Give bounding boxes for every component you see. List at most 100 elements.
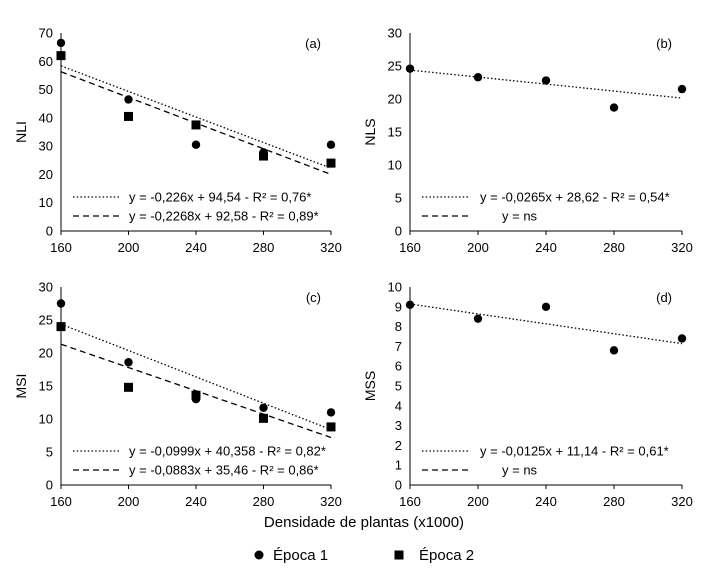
x-tick-label: 280: [603, 494, 625, 509]
data-point-circle: [677, 334, 687, 343]
x-tick-label: 200: [467, 494, 489, 509]
y-tick-label: 0: [46, 478, 53, 493]
y-axis-label: NLI: [13, 121, 29, 143]
y-tick-label: 25: [388, 59, 402, 74]
x-tick-label: 320: [671, 494, 693, 509]
panel-mss: 0 1 2 3 4 5 6 7 8 9 10 160 200 240 280 320 MSS (d) y = -0,…: [362, 280, 693, 510]
legend-marker-epoca-2: [394, 550, 404, 560]
x-tick-label: 240: [185, 240, 207, 255]
trendline-dotted: [409, 69, 683, 99]
y-axis-label: NLS: [362, 118, 378, 145]
data-point-circle: [473, 314, 483, 323]
y-tick-label: 20: [39, 346, 53, 361]
y-tick-label: 0: [46, 224, 53, 239]
regression-equation: y = ns: [502, 209, 538, 224]
y-tick-label: 60: [39, 54, 53, 69]
legend-label-epoca-2: Época 2: [419, 547, 474, 564]
x-axis-label: Densidade de plantas (x1000): [264, 514, 464, 531]
trendline-dotted: [409, 303, 683, 345]
panel-label: (a): [305, 36, 321, 51]
y-axis-label: MSI: [13, 374, 29, 399]
y-tick-label: 7: [395, 339, 402, 354]
data-point-square: [56, 51, 66, 61]
y-tick-label: 10: [388, 158, 402, 173]
data-point-circle: [473, 73, 483, 82]
regression-equation: y = -0,0265x + 28,62 - R² = 0,54*: [480, 190, 670, 205]
x-tick-label: 320: [320, 494, 342, 509]
legend-label-epoca-1: Época 1: [273, 547, 328, 564]
data-point-square: [259, 413, 268, 423]
data-point-square: [56, 322, 66, 332]
regression-equation: y = ns: [502, 463, 538, 478]
data-point-circle: [609, 346, 619, 355]
x-tick-label: 320: [671, 240, 693, 255]
data-point-circle: [541, 302, 551, 311]
y-tick-label: 70: [39, 26, 53, 41]
legend-marker-epoca-1: [254, 550, 264, 560]
x-tick-label: 280: [253, 240, 275, 255]
y-tick-label: 20: [388, 92, 402, 107]
x-tick-label: 320: [320, 240, 342, 255]
regression-equation: y = -0,226x + 94,54 - R² = 0,76*: [129, 190, 311, 205]
panel-label: (d): [656, 290, 672, 305]
panel-msi: 0 5 10 15 20 25 30 160 200 240 280 320 MSI (c) y = -0,…: [13, 280, 342, 510]
data-point-circle: [541, 76, 551, 85]
x-tick-label: 160: [50, 240, 72, 255]
x-tick-label: 240: [535, 240, 557, 255]
y-tick-label: 0: [395, 224, 402, 239]
x-tick-label: 200: [118, 240, 140, 255]
data-point-square: [259, 151, 268, 161]
regression-equation: y = -0,0883x + 35,46 - R² = 0,86*: [129, 463, 319, 478]
data-point-circle: [56, 38, 66, 48]
data-point-square: [124, 111, 133, 121]
x-tick-label: 200: [118, 494, 140, 509]
y-tick-label: 30: [39, 280, 53, 295]
regression-equation: y = -0,2268x + 92,58 - R² = 0,89*: [129, 209, 319, 224]
y-tick-label: 3: [395, 418, 402, 433]
y-tick-label: 15: [388, 125, 402, 140]
data-point-circle: [56, 299, 66, 308]
y-tick-label: 5: [395, 379, 402, 394]
data-point-circle: [259, 403, 268, 412]
x-tick-label: 280: [603, 240, 625, 255]
x-tick-label: 240: [535, 494, 557, 509]
y-tick-label: 20: [39, 167, 53, 182]
data-point-circle: [124, 95, 133, 104]
data-point-square: [191, 390, 201, 400]
data-point-circle: [124, 358, 133, 367]
data-point-circle: [405, 300, 415, 310]
x-tick-label: 240: [185, 494, 207, 509]
panel-label: (b): [656, 36, 672, 51]
x-tick-label: 160: [399, 494, 421, 509]
x-tick-label: 160: [50, 494, 72, 509]
y-tick-label: 10: [39, 412, 53, 427]
y-tick-label: 1: [395, 458, 402, 473]
y-tick-label: 5: [395, 191, 402, 206]
y-tick-label: 30: [388, 26, 402, 41]
y-tick-label: 5: [46, 445, 53, 460]
data-point-square: [326, 158, 336, 168]
y-tick-label: 0: [395, 478, 402, 493]
regression-equation: y = -0,0999x + 40,358 - R² = 0,82*: [129, 444, 326, 459]
data-point-square: [326, 422, 336, 432]
data-point-circle: [326, 140, 336, 149]
panel-label: (c): [306, 290, 321, 305]
x-tick-label: 280: [253, 494, 275, 509]
y-tick-label: 30: [39, 139, 53, 154]
figure-legend: Época 1 Época 2: [254, 547, 474, 564]
data-point-square: [124, 382, 133, 392]
y-tick-label: 6: [395, 359, 402, 374]
y-tick-label: 10: [388, 280, 402, 295]
x-tick-label: 160: [399, 240, 421, 255]
panel-nls: 0 5 10 15 20 25 30 160 200 240 280 320 NLS (b) y = -0,…: [362, 26, 693, 256]
y-tick-label: 4: [395, 398, 402, 413]
y-tick-label: 9: [395, 299, 402, 314]
y-tick-label: 40: [39, 110, 53, 125]
data-point-circle: [677, 84, 687, 94]
y-tick-label: 8: [395, 319, 402, 334]
data-point-circle: [405, 64, 415, 73]
y-tick-label: 50: [39, 82, 53, 97]
data-point-square: [191, 120, 201, 130]
